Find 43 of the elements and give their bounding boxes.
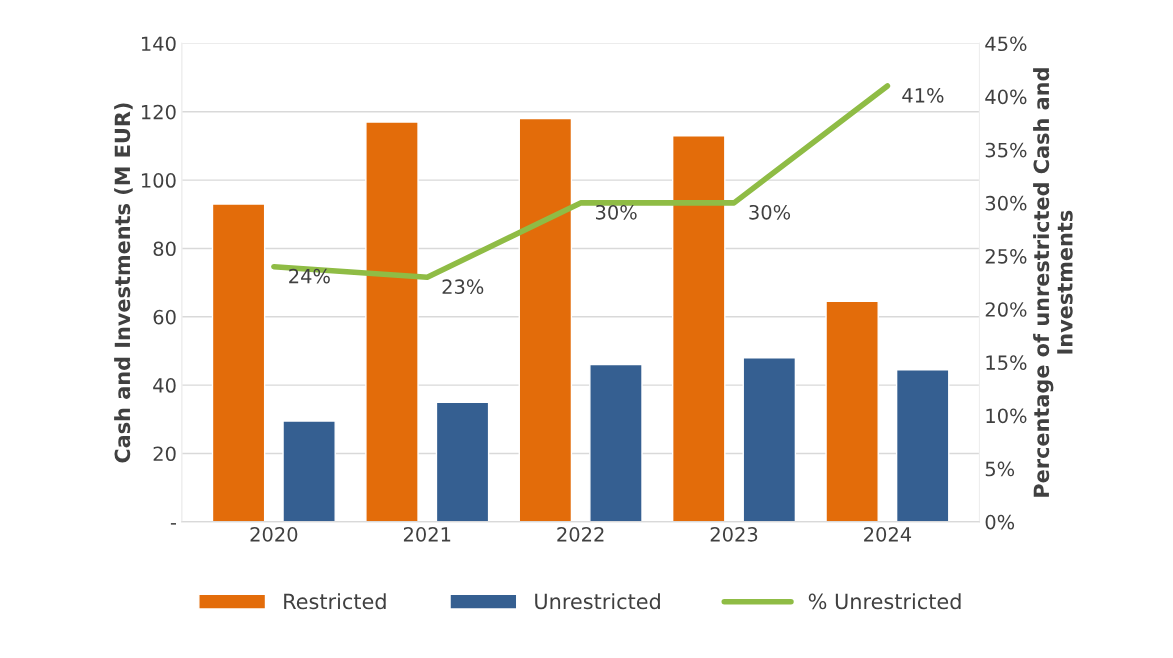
bar xyxy=(365,121,419,522)
y-tick-label: 40 xyxy=(153,378,176,393)
bar xyxy=(589,363,643,522)
bar xyxy=(211,203,266,522)
bar xyxy=(518,117,573,522)
y2-tick-label: 30% xyxy=(985,195,1027,211)
y2-tick-label: 15% xyxy=(986,355,1027,370)
y2-tick-label: 35% xyxy=(985,142,1027,158)
y-tick-label: 100 xyxy=(141,173,176,188)
y2-tick-label: 5% xyxy=(985,461,1015,477)
y-tick-label: 20 xyxy=(153,446,176,462)
bar xyxy=(742,357,797,522)
bar xyxy=(435,401,490,522)
y-axis-title: Cash and Investments (M EUR) xyxy=(114,103,133,463)
y2-tick-label: 20% xyxy=(985,302,1027,317)
x-tick-label: 2021 xyxy=(403,527,451,542)
data-label: 30% xyxy=(749,204,791,220)
data-label: 24% xyxy=(289,268,330,284)
x-tick-label: 2020 xyxy=(250,527,298,542)
x-tick-label: 2023 xyxy=(710,527,758,542)
y-tick-label: 60 xyxy=(153,309,176,325)
y-tick-label: 80 xyxy=(153,241,176,257)
legend-label: Unrestricted xyxy=(535,593,660,610)
bar xyxy=(671,134,726,522)
data-label: 41% xyxy=(902,87,944,103)
x-tick-label: 2024 xyxy=(864,527,912,542)
legend-label: % Unrestricted xyxy=(808,593,961,610)
x-tick-label: 2022 xyxy=(557,527,604,542)
bar xyxy=(895,369,950,522)
y2-tick-label: 40% xyxy=(985,89,1027,105)
bar xyxy=(825,300,879,522)
data-label: 30% xyxy=(596,204,637,220)
legend-label: Restricted xyxy=(284,593,386,610)
y2-tick-label: 25% xyxy=(985,248,1027,264)
y2-tick-label: 0% xyxy=(985,514,1015,530)
y-tick-label: - xyxy=(170,523,177,525)
y2-axis-title: Percentage of unrestricted Cash and Investments xyxy=(1033,68,1073,497)
bar xyxy=(282,420,336,522)
y-tick-label: 140 xyxy=(141,36,176,52)
y2-tick-label: 45% xyxy=(985,36,1027,52)
data-label: 23% xyxy=(442,279,484,295)
y-tick-label: 120 xyxy=(141,104,176,120)
y2-tick-label: 10% xyxy=(986,408,1027,424)
